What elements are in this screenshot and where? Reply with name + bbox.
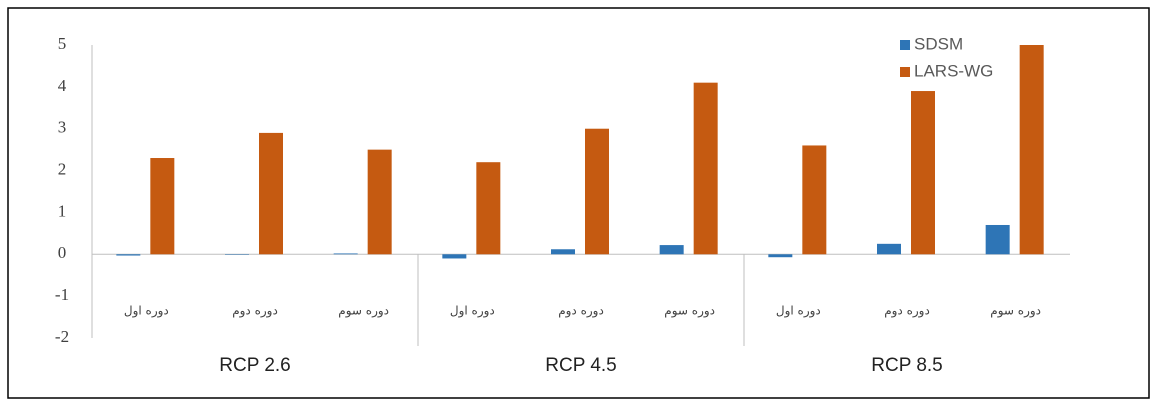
bar: [333, 253, 358, 255]
bar: [693, 82, 718, 255]
group-label: RCP 8.5: [871, 355, 942, 376]
x-tick-label: دوره سوم: [338, 304, 389, 319]
y-tick-label: 4: [58, 76, 67, 95]
legend-label: SDSM: [914, 34, 963, 53]
y-tick-label: 1: [58, 201, 67, 220]
group-label: RCP 2.6: [219, 355, 290, 376]
bar: [768, 254, 793, 258]
x-tick-label: دوره اول: [450, 304, 495, 319]
bar: [551, 249, 575, 255]
bar: [116, 254, 141, 256]
legend-swatch: [900, 40, 910, 50]
y-tick-label: -1: [55, 285, 69, 304]
y-tick-label: 2: [58, 159, 67, 178]
bar: [659, 245, 684, 255]
bar: [877, 243, 901, 255]
group-label: RCP 4.5: [545, 355, 616, 376]
x-tick-label: دوره دوم: [232, 304, 278, 319]
bar: [259, 132, 283, 255]
bar: [802, 145, 827, 255]
bar: [911, 91, 935, 255]
y-tick-label: -2: [55, 327, 69, 346]
x-tick-label: دوره اول: [124, 304, 169, 319]
bar: [585, 128, 609, 255]
y-tick-label: 5: [58, 34, 67, 53]
y-tick-label: 0: [58, 243, 67, 262]
frame: [7, 7, 1150, 399]
bar: [225, 254, 249, 255]
bar: [367, 149, 392, 255]
legend-label: LARS-WG: [914, 61, 993, 80]
x-tick-label: دوره دوم: [558, 304, 604, 319]
bar: [442, 254, 467, 259]
bar: [985, 224, 1010, 255]
x-tick-label: دوره سوم: [990, 304, 1041, 319]
legend-swatch: [900, 67, 910, 77]
x-tick-label: دوره سوم: [664, 304, 715, 319]
x-tick-label: دوره اول: [776, 304, 821, 319]
bar: [1019, 45, 1044, 255]
bar: [150, 158, 175, 255]
y-tick-label: 3: [58, 118, 67, 137]
x-tick-label: دوره دوم: [884, 304, 930, 319]
bar: [476, 162, 501, 255]
